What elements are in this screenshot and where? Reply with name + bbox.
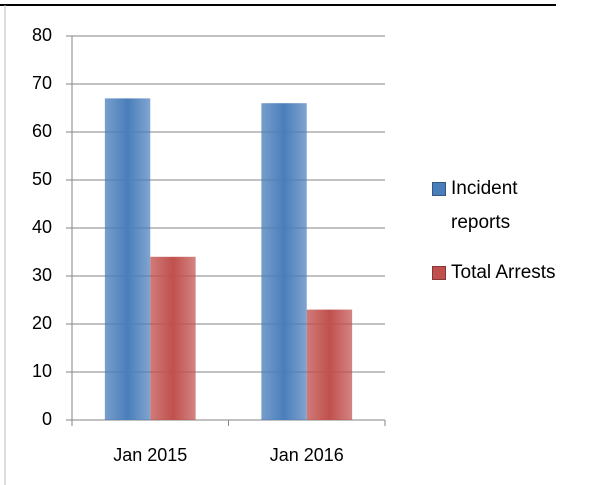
legend-label: Total Arrests (451, 262, 556, 283)
x-tick-label: Jan 2015 (113, 445, 187, 465)
y-tick-label: 0 (42, 409, 52, 429)
y-tick-label: 80 (32, 25, 52, 45)
y-tick-label: 70 (32, 73, 52, 93)
legend-item: Total Arrests (432, 256, 579, 290)
legend-swatch (432, 266, 446, 280)
y-tick-label: 60 (32, 121, 52, 141)
y-tick-label: 10 (32, 361, 52, 381)
bar (150, 256, 196, 420)
y-tick-label: 20 (32, 313, 52, 333)
y-tick-label: 40 (32, 217, 52, 237)
legend-label: Incident reports (451, 178, 518, 233)
legend-item: Incident reports (432, 172, 579, 240)
legend-swatch (432, 182, 446, 196)
bar (261, 103, 307, 420)
y-tick-label: 50 (32, 169, 52, 189)
x-tick-label: Jan 2016 (270, 445, 344, 465)
y-tick-label: 30 (32, 265, 52, 285)
bar (104, 98, 151, 421)
bar (306, 309, 353, 420)
